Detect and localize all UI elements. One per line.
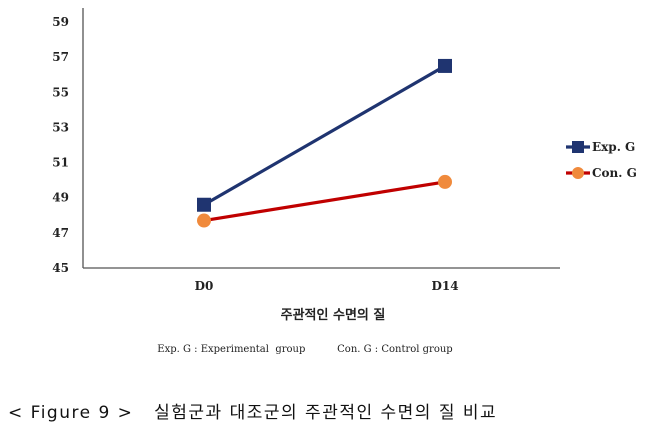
- figure-caption: < Figure 9 > 실험군과 대조군의 주관적인 수면의 질 비교: [8, 403, 497, 423]
- legend-label: Exp. G: [592, 140, 635, 154]
- y-tick-label: 53: [52, 120, 69, 134]
- legend-label: Con. G: [592, 166, 637, 180]
- y-tick-label: 47: [52, 226, 69, 240]
- data-point: [197, 197, 211, 212]
- y-tick-label: 51: [52, 156, 69, 170]
- legend-marker: [572, 141, 584, 153]
- x-tick-label: D0: [195, 279, 214, 293]
- legend: Exp. G Con. G: [566, 140, 637, 180]
- x-tick-label: D14: [431, 279, 458, 293]
- y-tick-label: 55: [52, 85, 69, 99]
- series-line: [203, 64, 446, 207]
- y-tick-label: 57: [52, 50, 69, 64]
- legend-marker: [572, 167, 584, 179]
- series: [197, 58, 452, 228]
- y-tick-label: 45: [52, 261, 69, 275]
- x-tick-labels: D0 D14: [195, 279, 459, 293]
- group-note: Exp. G : Experimental group Con. G : Con…: [157, 344, 452, 355]
- data-point: [197, 213, 211, 228]
- data-point: [438, 174, 452, 189]
- series-line: [203, 180, 446, 223]
- y-tick-label: 49: [52, 191, 69, 205]
- y-tick-label: 59: [52, 15, 69, 29]
- y-tick-labels: 45 47 49 51 53 55 57 59: [52, 15, 69, 275]
- x-axis-label: 주관적인 수면의 질: [281, 307, 386, 323]
- data-point: [438, 58, 452, 73]
